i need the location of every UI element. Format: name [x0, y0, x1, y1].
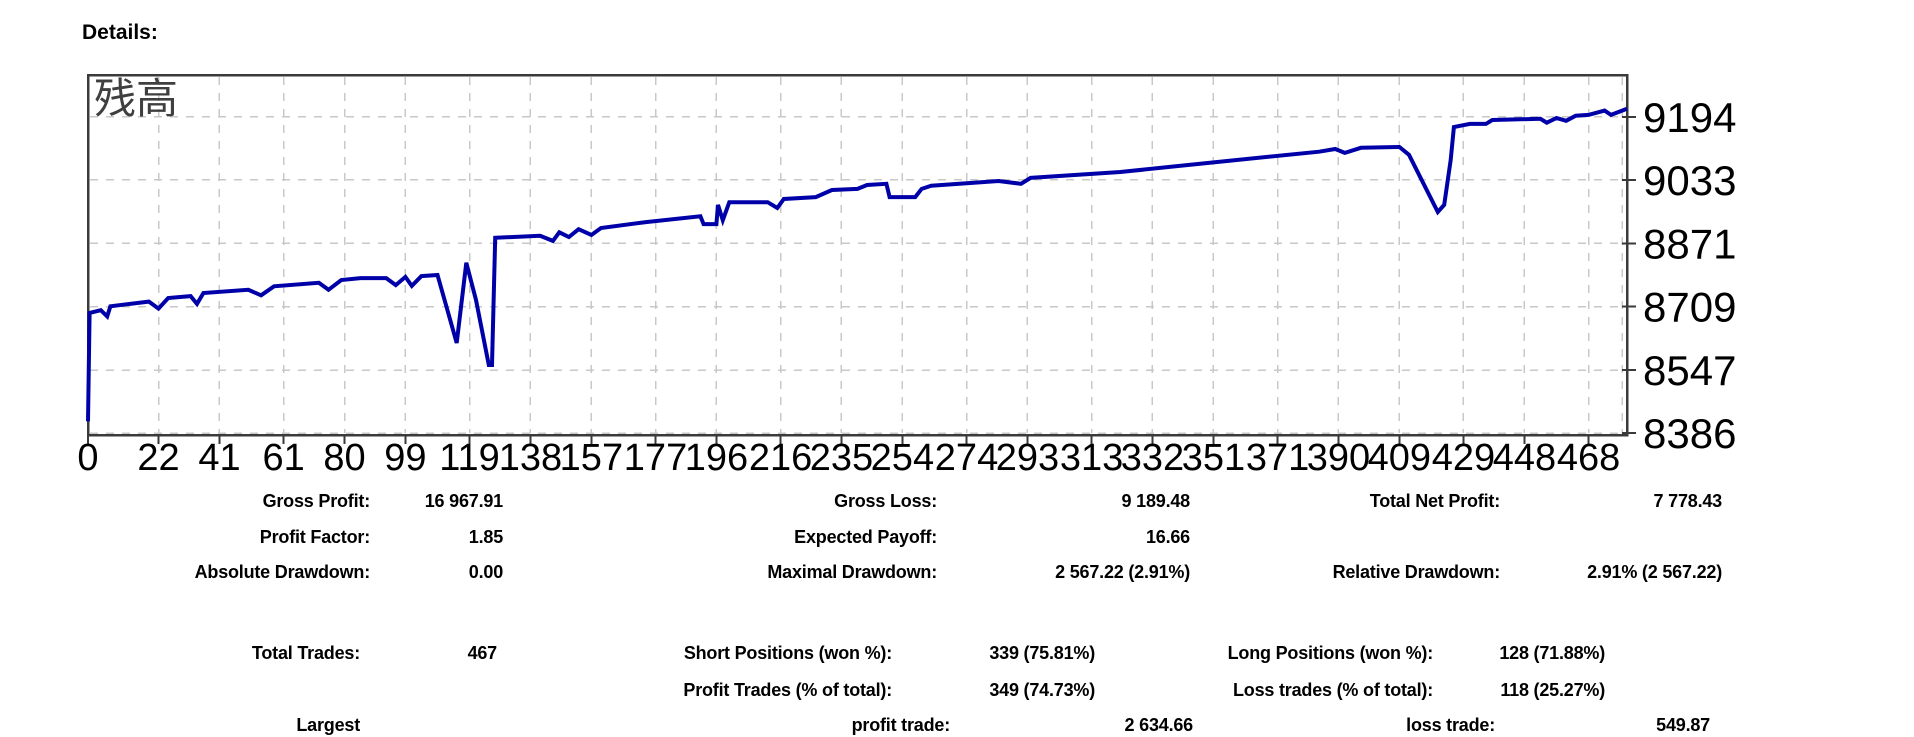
y-axis-label: 8547 [1643, 347, 1736, 394]
stat-value: 349 (74.73%) [989, 680, 1095, 700]
stat-label: Profit Trades (% of total): [683, 680, 892, 700]
stat-label: profit trade: [851, 715, 951, 735]
stat-label: Short Positions (won %): [683, 643, 892, 663]
stat-label: Long Positions (won %): [1227, 643, 1434, 663]
table-row: Profit Factor: 1.85 Expected Payoff: 16.… [0, 525, 1914, 549]
y-axis-label: 8709 [1643, 284, 1736, 331]
y-axis-label: 8871 [1643, 220, 1736, 267]
y-axis-label: 9194 [1643, 94, 1736, 141]
stat-value: 7 778.43 [1653, 491, 1723, 511]
balance-line [86, 106, 1628, 422]
x-axis-label: 61 [262, 437, 304, 479]
stat-value: 549.87 [1656, 715, 1710, 735]
x-axis-label: 254 [871, 437, 934, 479]
x-axis-label: 41 [198, 437, 240, 479]
stat-value: 118 (25.27%) [1500, 680, 1605, 700]
stat-value: 9 189.48 [1121, 491, 1191, 511]
x-axis-label: 429 [1432, 437, 1495, 479]
stat-label: Total Net Profit: [1369, 491, 1500, 511]
stat-value: 16.66 [1145, 527, 1190, 547]
y-axis-label: 8386 [1643, 410, 1736, 457]
x-axis-label: 80 [323, 437, 365, 479]
stat-label: Relative Drawdown: [1332, 562, 1501, 582]
x-axis-label: 119 [439, 437, 500, 479]
chart-border [86, 73, 1629, 437]
chart-title: 残高 [94, 75, 178, 122]
x-axis-label: 196 [685, 437, 748, 479]
stat-value: 0.00 [468, 562, 503, 582]
stat-label: Maximal Drawdown: [767, 562, 937, 582]
x-axis-label: 22 [137, 437, 179, 479]
table-row: Total Trades: 467 Short Positions (won %… [0, 641, 1914, 665]
x-axis-label: 99 [384, 437, 426, 479]
x-axis-label: 216 [749, 437, 812, 479]
x-axis-label: 138 [499, 437, 562, 479]
x-axis-label: 351 [1182, 437, 1245, 479]
balance-chart: 残高 9194 9033 8871 8709 8547 8386 0 22 41 61 80 99 119… [77, 73, 1736, 479]
stat-label: Profit Factor: [259, 527, 370, 547]
x-axis-label: 390 [1307, 437, 1370, 479]
stat-label: Largest [296, 715, 360, 735]
x-axis-label: 177 [624, 437, 687, 479]
x-axis-label: 409 [1368, 437, 1431, 479]
stat-value: 128 (71.88%) [1499, 643, 1605, 663]
stat-value: 339 (75.81%) [989, 643, 1095, 663]
stat-label: Gross Profit: [262, 491, 371, 511]
page-title: Details: [82, 21, 158, 44]
stat-value: 2 634.66 [1124, 715, 1194, 735]
stat-label: Gross Loss: [834, 491, 937, 511]
x-axis-label: 371 [1246, 437, 1309, 479]
x-axis-label: 235 [810, 437, 873, 479]
stat-value: 1.85 [468, 527, 503, 547]
x-axis-label: 157 [560, 437, 623, 479]
table-row-clipped: Largest profit trade: 2 634.66 loss trad… [0, 713, 1914, 737]
stat-label: loss trade: [1406, 715, 1495, 735]
x-axis-label: 0 [77, 437, 98, 479]
x-axis-label: 293 [996, 437, 1059, 479]
x-axis-label: 448 [1493, 437, 1556, 479]
table-row: Profit Trades (% of total): 349 (74.73%)… [0, 678, 1914, 702]
stat-value: 2 567.22 (2.91%) [1055, 562, 1190, 582]
stat-value: 2.91% (2 567.22) [1587, 562, 1722, 582]
stat-label: Loss trades (% of total): [1232, 680, 1433, 700]
stat-value: 16 967.91 [424, 491, 503, 511]
y-axis-label: 9033 [1643, 157, 1736, 204]
stat-value: 467 [467, 643, 498, 663]
x-axis-label: 332 [1121, 437, 1184, 479]
x-axis-label: 313 [1060, 437, 1123, 479]
table-row: Absolute Drawdown: 0.00 Maximal Drawdown… [0, 560, 1914, 584]
table-row: Gross Profit: 16 967.91 Gross Loss: 9 18… [0, 489, 1914, 513]
stat-label: Total Trades: [251, 643, 360, 663]
x-axis-label: 274 [935, 437, 998, 479]
x-axis-label: 468 [1557, 437, 1620, 479]
stat-label: Expected Payoff: [794, 527, 937, 547]
stat-label: Absolute Drawdown: [194, 562, 371, 582]
